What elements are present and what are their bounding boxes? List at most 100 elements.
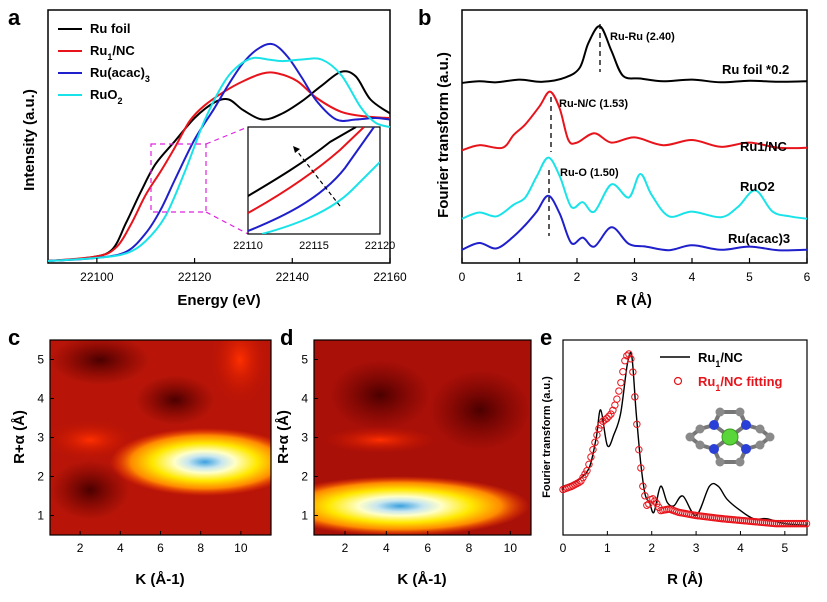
ytick-label: 4 [301,392,308,406]
fit-point [609,406,617,414]
panel-b-xticks: 0 1 2 3 4 5 6 [459,258,811,284]
xtick-label: 6 [157,541,164,555]
xtick-label: 1 [604,541,611,555]
panel-e-ylabel: Fourier transform (a.u.) [541,376,553,498]
xtick-label: 3 [631,270,638,284]
fit-point [798,519,807,528]
panel-a-frame [47,9,391,264]
heatmap-c-warm-region-2 [50,420,135,460]
panel-b-curves [461,25,808,252]
ytick-label: 3 [301,431,308,445]
panel-e-xticks: 0 1 2 3 4 5 [560,531,788,555]
fit-point [631,393,639,401]
xtick-label: 4 [689,270,696,284]
xtick-label: 8 [197,541,204,555]
xtick-label: 8 [466,541,473,555]
label-ru-foil: Ru foil *0.2 [722,62,789,77]
inset-curve-ruo2 [261,161,380,234]
fit-point [605,412,613,420]
fit-point [802,519,811,528]
inset-arrow-head [293,146,300,153]
xtick-label: 2 [342,541,349,555]
inset-curves [248,127,380,234]
heatmap-d-dark-region [330,360,430,430]
legend-label-ru-foil: Ru foil [90,21,130,36]
xtick-label: 22100 [80,270,114,284]
fit-point [593,431,601,439]
annotation-ru-o: Ru-O (1.50) [560,167,619,179]
fit-point [633,420,641,428]
ytick-label: 2 [301,470,308,484]
panel-e-legend: Ru1/NC Ru1/NC fitting [660,350,783,393]
panel-e-label: e [540,325,552,350]
fit-point [643,501,651,509]
xtick-label: 2 [648,541,655,555]
heatmap-c [50,340,271,535]
panel-e-frame [562,339,808,536]
panel-a-label: a [8,5,21,30]
fit-point [575,478,583,487]
xtick-label: 5 [781,541,788,555]
annotation-ru-nc: Ru-N/C (1.53) [559,98,628,110]
fit-point [641,492,649,500]
panel-a-ylabel: Intensity (a.u.) [21,89,38,191]
fit-point [625,350,633,358]
inset-curve-ru1nc [248,127,365,214]
panel-c-ylabel: R+α (Å) [11,410,28,464]
ytick-label: 5 [301,353,308,367]
inset-xticks: 22110 22115 22120 [233,240,395,252]
panel-a-legend: Ru foil Ru1/NC Ru(acac)3 RuO2 [58,21,150,106]
panel-b-xlabel: R (Å) [616,292,652,309]
heatmap-c-dark-region-3 [50,460,130,520]
panel-a: a 22100 22120 22140 22160 Energy (eV) Inten… [8,5,407,309]
heatmap-c-dark-region-2 [135,375,215,425]
heatmap-c-warm-region [210,340,270,405]
xtick-label: 2 [77,541,84,555]
heatmap-c-dark-region [50,340,150,385]
xtick-label: 4 [737,541,744,555]
ytick-label: 5 [37,353,44,367]
xtick-label: 0 [560,541,567,555]
ytick-label: 1 [37,509,44,523]
xtick-label: 10 [234,541,248,555]
legend-label-ru-acac-3: Ru(acac)3 [90,65,150,84]
fit-point [645,500,653,508]
fit-point [800,519,809,528]
ytick-label: 2 [37,470,44,484]
fit-point [591,438,599,447]
panel-b-ylabel: Fourier transform (a.u.) [435,52,452,218]
label-ruacac3: Ru(acac)3 [728,231,790,246]
legend-label-ruo2: RuO2 [90,87,122,106]
xtick-label: 22140 [276,270,310,284]
curve-ruo2 [461,156,808,220]
fit-point [607,410,615,418]
fit-point [613,395,621,403]
panel-d-xlabel: K (Å-1) [397,571,446,588]
fit-point [617,378,625,387]
ytick-label: 3 [37,431,44,445]
heatmap-d [314,340,531,535]
inset-trend-arrow [292,145,341,207]
panel-a-xticks: 22100 22120 22140 22160 [80,258,407,284]
fit-point [587,453,595,461]
heatmap-d-warm-region [320,426,440,454]
curve-ru-foil-0-2 [461,25,808,84]
xtick-label: 4 [383,541,390,555]
fit-point [649,495,657,503]
xtick-label: 22160 [373,270,407,284]
label-ruo2: RuO2 [740,179,775,194]
xtick-label: 10 [504,541,518,555]
zoom-region-box [150,143,207,213]
inset-xtick-label: 22120 [365,240,396,252]
xtick-label: 3 [693,541,700,555]
panel-a-curves [47,42,391,262]
fit-point [635,445,643,454]
xtick-label: 1 [516,270,523,284]
xtick-label: 22120 [178,270,212,284]
legend-label-ru1-nc: Ru1/NC [90,43,135,62]
